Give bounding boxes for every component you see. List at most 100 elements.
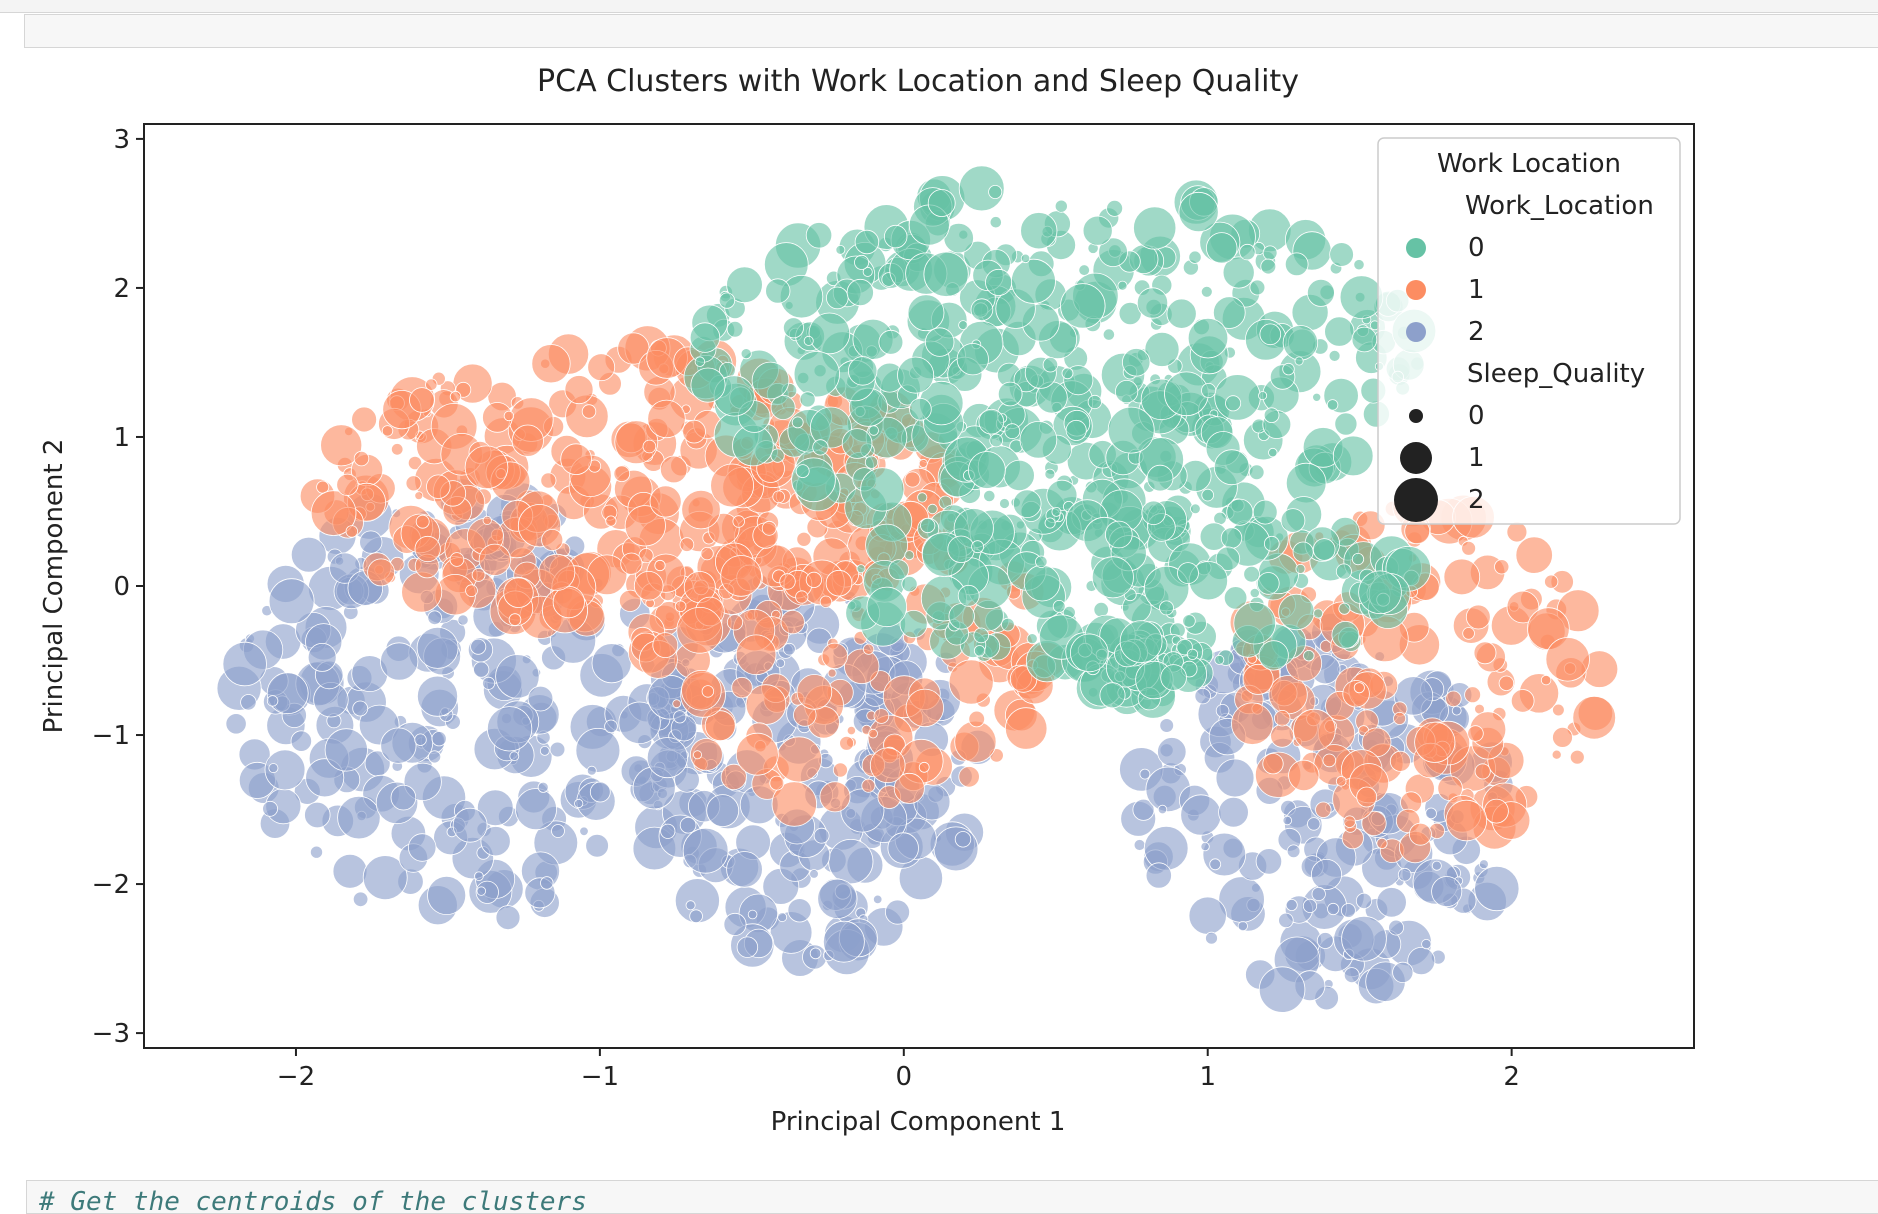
scatter-point-work-location-2 — [1237, 920, 1248, 932]
scatter-point-work-location-2 — [706, 794, 740, 827]
scatter-point-work-location-1 — [409, 387, 435, 413]
scatter-point-work-location-0 — [864, 455, 879, 469]
scatter-point-work-location-2 — [586, 765, 597, 776]
scatter-point-work-location-1 — [735, 634, 777, 676]
scatter-point-work-location-0 — [1248, 464, 1265, 481]
scatter-point-work-location-0 — [1010, 258, 1056, 304]
scatter-point-work-location-2 — [1180, 794, 1222, 836]
scatter-point-work-location-2 — [362, 855, 408, 900]
scatter-point-work-location-0 — [1334, 412, 1358, 436]
scatter-point-work-location-2 — [575, 728, 621, 773]
scatter-point-work-location-1 — [391, 443, 404, 456]
scatter-point-work-location-1 — [618, 589, 642, 612]
scatter-point-work-location-0 — [1303, 650, 1315, 662]
scatter-point-work-location-2 — [482, 676, 496, 690]
scatter-point-work-location-0 — [917, 492, 928, 503]
scatter-point-work-location-1 — [614, 420, 659, 465]
scatter-point-work-location-2 — [783, 642, 796, 656]
legend-marker-work-location-0 — [1406, 238, 1426, 258]
scatter-point-work-location-1 — [647, 399, 686, 439]
scatter-point-work-location-0 — [1239, 243, 1256, 261]
scatter-point-work-location-0 — [1280, 508, 1306, 533]
scatter-point-work-location-1 — [381, 425, 394, 437]
scatter-point-work-location-0 — [888, 559, 910, 581]
scatter-point-work-location-0 — [1200, 285, 1213, 298]
scatter-point-work-location-2 — [390, 784, 417, 811]
scatter-point-work-location-2 — [777, 912, 788, 923]
scatter-point-work-location-1 — [731, 676, 753, 699]
scatter-point-work-location-0 — [1106, 199, 1123, 217]
scatter-point-work-location-1 — [769, 775, 785, 791]
scatter-point-work-location-2 — [290, 730, 313, 752]
scatter-point-work-location-0 — [1102, 328, 1116, 341]
scatter-point-work-location-1 — [1231, 702, 1274, 745]
legend-size-marker-2 — [1394, 478, 1438, 522]
scatter-point-work-location-0 — [973, 627, 989, 644]
scatter-point-work-location-0 — [1326, 399, 1339, 411]
scatter-point-work-location-0 — [1353, 259, 1365, 271]
scatter-point-work-location-0 — [1099, 682, 1126, 709]
scatter-point-work-location-2 — [885, 899, 911, 925]
scatter-point-work-location-0 — [854, 229, 880, 255]
scatter-point-work-location-2 — [736, 936, 759, 958]
scatter-point-work-location-2 — [474, 871, 484, 881]
scatter-point-work-location-0 — [925, 327, 955, 357]
scatter-point-work-location-0 — [862, 266, 873, 277]
scatter-point-work-location-1 — [613, 465, 631, 483]
scatter-point-work-location-1 — [869, 747, 906, 784]
scatter-point-work-location-1 — [1393, 712, 1407, 726]
next-code-cell[interactable]: # Get the centroids of the clusters — [26, 1180, 1878, 1214]
scatter-point-work-location-0 — [968, 451, 1006, 489]
scatter-point-work-location-1 — [1552, 727, 1573, 748]
scatter-point-work-location-2 — [1431, 876, 1463, 908]
scatter-point-work-location-0 — [1213, 449, 1250, 486]
scatter-point-work-location-0 — [1307, 278, 1335, 307]
scatter-point-work-location-1 — [464, 445, 509, 490]
scatter-point-work-location-1 — [449, 552, 465, 567]
scatter-point-work-location-2 — [747, 909, 758, 920]
scatter-point-work-location-2 — [537, 781, 549, 793]
legend-size-marker-0 — [1409, 409, 1423, 423]
scatter-point-work-location-0 — [726, 320, 744, 338]
y-tick-label: 3 — [113, 125, 130, 155]
scatter-point-work-location-1 — [904, 471, 921, 488]
scatter-point-work-location-1 — [415, 514, 430, 529]
scatter-point-work-location-0 — [803, 335, 814, 346]
scatter-point-work-location-1 — [1361, 810, 1387, 837]
scatter-point-work-location-1 — [844, 648, 880, 684]
scatter-point-work-location-2 — [309, 845, 323, 859]
scatter-point-work-location-0 — [1160, 664, 1187, 691]
scatter-point-work-location-0 — [1121, 348, 1151, 377]
scatter-point-work-location-0 — [765, 278, 791, 304]
scatter-point-work-location-1 — [821, 642, 849, 670]
scatter-point-work-location-0 — [927, 503, 938, 515]
scatter-point-work-location-1 — [672, 699, 682, 709]
scatter-point-work-location-2 — [1215, 758, 1255, 798]
scatter-point-work-location-1 — [1544, 574, 1559, 589]
scatter-point-work-location-2 — [823, 920, 865, 963]
scatter-point-work-location-1 — [1551, 749, 1562, 760]
scatter-point-work-location-2 — [304, 801, 331, 829]
scatter-point-work-location-0 — [1201, 382, 1217, 398]
scatter-point-work-location-2 — [1194, 687, 1211, 705]
scatter-point-work-location-2 — [240, 694, 257, 711]
scatter-point-work-location-2 — [1278, 912, 1294, 929]
legend-label-work-location-2: 2 — [1468, 317, 1485, 347]
scatter-point-work-location-1 — [674, 600, 687, 613]
scatter-point-work-location-0 — [1004, 423, 1021, 440]
scatter-point-work-location-1 — [540, 472, 557, 489]
scatter-point-work-location-1 — [710, 463, 754, 508]
scatter-point-work-location-1 — [310, 490, 357, 536]
scatter-point-work-location-2 — [933, 826, 979, 872]
scatter-point-work-location-1 — [1461, 540, 1476, 556]
scatter-point-work-location-2 — [646, 737, 688, 779]
scatter-point-work-location-0 — [841, 428, 873, 459]
scatter-point-work-location-2 — [604, 719, 618, 734]
scatter-point-work-location-1 — [796, 531, 812, 547]
scatter-point-work-location-0 — [1141, 500, 1166, 526]
scatter-point-work-location-0 — [1222, 256, 1255, 289]
scatter-point-work-location-2 — [225, 713, 247, 735]
scatter-point-work-location-2 — [1311, 859, 1343, 891]
previous-cell[interactable] — [24, 14, 1878, 48]
scatter-point-work-location-2 — [527, 685, 554, 712]
